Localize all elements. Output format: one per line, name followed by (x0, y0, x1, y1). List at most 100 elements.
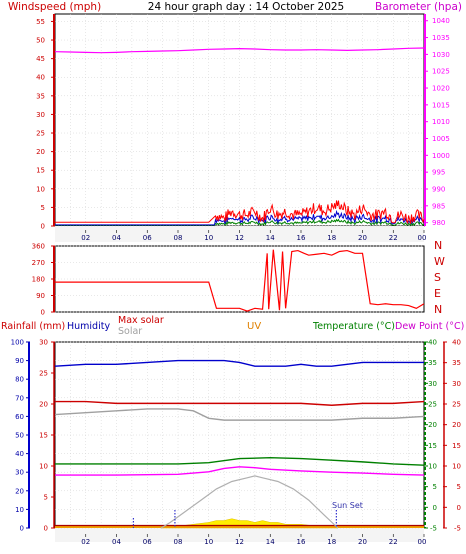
bottom-x-tick-label: 10 (204, 538, 213, 546)
bottom-x-tick-label: 02 (81, 538, 90, 546)
dewpoint-y-tick-label: 10 (452, 463, 461, 471)
dewpoint-y-tick-label: 0 (457, 504, 461, 512)
windspeed-y-tick-label: 45 (36, 55, 45, 63)
barometer-y-tick-label: 990 (432, 185, 445, 193)
windspeed-y-tick-label: 25 (36, 130, 45, 138)
top-x-tick-label: 00 (418, 234, 427, 242)
max-solar-series-line (55, 400, 425, 406)
humidity-y-tick-label: 70 (15, 394, 24, 402)
windspeed-y-tick-label: 15 (36, 167, 45, 175)
rainfall-y-tick-label: 0 (44, 525, 48, 533)
compass-label-n-bottom: N (434, 303, 442, 316)
wind-gust-series-line (55, 209, 425, 226)
dewpoint-y-tick-label: 35 (452, 359, 461, 367)
barometer-y-tick-label: 1025 (432, 68, 450, 76)
temperature-y-tick-label: 5 (433, 483, 437, 491)
humidity-y-tick-label: 30 (15, 469, 24, 477)
temperature-y-tick-label: 0 (433, 504, 437, 512)
wind-direction-series-line (55, 249, 425, 312)
compass-label-n-top: N (434, 239, 442, 252)
barometer-y-tick-label: 995 (432, 169, 445, 177)
temperature-y-tick-label: 25 (428, 401, 437, 409)
bottom-x-tick-label: 14 (266, 538, 275, 546)
top-x-tick-label: 02 (81, 234, 90, 242)
bottom-x-tick-label: 16 (297, 538, 306, 546)
legend-humidity: Humidity (67, 321, 110, 332)
barometer-y-tick-label: 1010 (432, 118, 450, 126)
legend-max-solar: Max solar (118, 315, 164, 326)
direction-y-tick-label: 270 (32, 259, 45, 267)
barometer-y-tick-label: 1030 (432, 51, 450, 59)
dewpoint-y-tick-label: -5 (454, 525, 461, 533)
windspeed-series-line (55, 200, 425, 225)
bottom-x-tick-label: 22 (389, 538, 398, 546)
dewpoint-y-tick-label: 20 (452, 421, 461, 429)
legend-uv: UV (247, 321, 261, 332)
climate-chart: 0 10 20 30 40 50 60 70 80 90 100 0 5 10 15 20 25 30 -5 0 5 10… (11, 339, 461, 547)
top-x-tick-label: 08 (174, 234, 183, 242)
compass-label-s: S (434, 271, 441, 284)
windspeed-axis-title: Windspeed (mph) (8, 1, 101, 13)
legend-rainfall: Rainfall (mm) (1, 321, 65, 332)
dewpoint-y-tick-label: 25 (452, 401, 461, 409)
barometer-y-tick-label: 1040 (432, 17, 450, 25)
bottom-x-tick-label: 20 (358, 538, 367, 546)
humidity-y-tick-label: 10 (15, 506, 24, 514)
humidity-y-tick-label: 50 (15, 432, 24, 440)
temperature-y-tick-label: -5 (430, 525, 437, 533)
solar-curve-series-line (160, 475, 339, 529)
temperature-y-tick-label: 30 (428, 380, 437, 388)
top-x-tick-label: 06 (143, 234, 152, 242)
humidity-y-tick-label: 60 (15, 413, 24, 421)
legend-dew-point: Dew Point (°C) (395, 321, 464, 332)
windspeed-y-tick-label: 0 (41, 223, 45, 231)
bottom-x-tick-label: 18 (327, 538, 336, 546)
windspeed-y-tick-label: 35 (36, 92, 45, 100)
legend-solar: Solar (118, 326, 142, 337)
barometer-y-tick-label: 1005 (432, 135, 450, 143)
compass-label-w: W (434, 255, 445, 268)
direction-y-tick-label: 360 (32, 243, 45, 251)
bottom-x-tick-label: 08 (174, 538, 183, 546)
rainfall-y-tick-label: 5 (44, 494, 48, 502)
bottom-x-tick-label: 12 (235, 538, 244, 546)
windspeed-y-tick-label: 10 (36, 185, 45, 193)
humidity-y-tick-label: 100 (11, 339, 24, 347)
temperature-series-line (55, 457, 425, 466)
windspeed-y-tick-label: 50 (36, 37, 45, 45)
rainfall-y-tick-label: 20 (39, 401, 48, 409)
humidity-y-tick-label: 90 (15, 357, 24, 365)
dewpoint-y-tick-label: 40 (452, 339, 461, 347)
bottom-x-tick-label: 04 (112, 538, 121, 546)
temperature-y-tick-label: 35 (428, 359, 437, 367)
rainfall-y-tick-label: 30 (39, 339, 48, 347)
sunset-annotation: Sun Set (332, 501, 363, 510)
barometer-y-tick-label: 1035 (432, 34, 450, 42)
dewpoint-y-tick-label: 15 (452, 442, 461, 450)
barometer-y-tick-label: 1015 (432, 101, 450, 109)
temperature-y-tick-label: 10 (428, 463, 437, 471)
barometer-axis-title: Barometer (hpa) (375, 1, 462, 13)
top-x-tick-label: 10 (204, 234, 213, 242)
dewpoint-y-tick-label: 30 (452, 380, 461, 388)
top-x-tick-label: 04 (112, 234, 121, 242)
top-x-tick-label: 20 (358, 234, 367, 242)
dewpoint-y-tick-label: 5 (457, 483, 461, 491)
barometer-y-tick-label: 1000 (432, 152, 450, 160)
wind-barometer-chart: 0510152025303540455055980985990995100010… (36, 13, 450, 242)
humidity-series-line (54, 359, 424, 367)
top-x-tick-label: 16 (297, 234, 306, 242)
dewpoint-series-line (55, 466, 425, 476)
humidity-y-tick-label: 80 (15, 376, 24, 384)
humidity-y-tick-label: 40 (15, 450, 24, 458)
temperature-y-tick-label: 40 (428, 339, 437, 347)
windspeed-y-tick-label: 20 (36, 148, 45, 156)
top-x-tick-label: 12 (235, 234, 244, 242)
top-x-tick-label: 14 (266, 234, 275, 242)
top-x-tick-label: 22 (389, 234, 398, 242)
rainfall-y-tick-label: 10 (39, 463, 48, 471)
windspeed-y-tick-label: 55 (36, 18, 45, 26)
solar-series-line (54, 408, 425, 421)
